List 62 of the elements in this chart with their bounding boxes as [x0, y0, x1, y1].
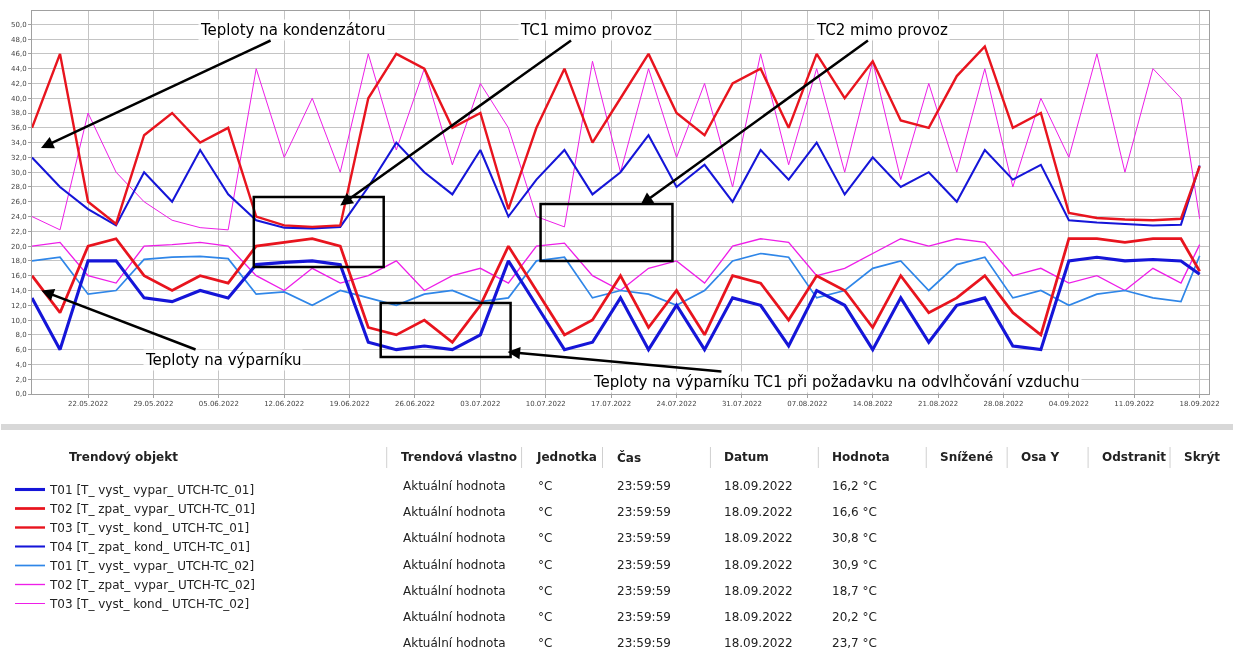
- annotation: Teploty na kondenzátoru: [200, 21, 386, 39]
- text: Jednotka: [536, 450, 597, 464]
- annotation: TC2 mimo provoz: [816, 21, 948, 39]
- text: 23:59:59: [617, 610, 671, 624]
- legend-label: T03 [T_ vyst_ kond_ UTCH-TC_02]: [49, 597, 250, 612]
- text: Čas: [617, 450, 642, 465]
- text: 20,2 °C: [832, 610, 877, 624]
- text: °C: [538, 558, 553, 572]
- text: Hodnota: [832, 450, 890, 464]
- text: 16,2 °C: [832, 479, 877, 493]
- text: Trendový objekt: [69, 450, 179, 464]
- line-series: [32, 255, 1202, 352]
- legend-label: T02 [T_ zpat_ vypar_ UTCH-TC_01]: [49, 502, 255, 517]
- text: Aktuální hodnota: [403, 584, 506, 598]
- text: °C: [538, 505, 553, 519]
- text: 18.09.2022: [724, 479, 793, 493]
- text: Aktuální hodnota: [403, 505, 506, 519]
- text: 23:59:59: [617, 531, 671, 545]
- legend-label: T02 [T_ zpat_ vypar_ UTCH-TC_02]: [49, 578, 255, 593]
- text: °C: [538, 531, 553, 545]
- line-series: [32, 134, 1201, 230]
- text: Aktuální hodnota: [403, 610, 506, 624]
- text: °C: [538, 479, 553, 493]
- legend-label: T04 [T_ zpat_ kond_ UTCH-TC_01]: [49, 540, 250, 555]
- line-series: [32, 252, 1201, 307]
- text: 23:59:59: [617, 636, 671, 650]
- text: Aktuální hodnota: [403, 531, 506, 545]
- text: Odstranit: [1102, 450, 1167, 464]
- legend-label: T01 [T_ vyst_ vypar_ UTCH-TC_02]: [49, 559, 255, 574]
- text: 23:59:59: [617, 558, 671, 572]
- text: 16,6 °C: [832, 505, 877, 519]
- text: Trendová vlastno: [401, 450, 518, 464]
- text: Aktuální hodnota: [403, 636, 506, 650]
- text: 23:59:59: [617, 505, 671, 519]
- text: 18,7 °C: [832, 584, 877, 598]
- annotation: Teploty na výparníku: [145, 351, 302, 369]
- text: 18.09.2022: [724, 558, 793, 572]
- annotation: TC1 mimo provoz: [520, 21, 652, 39]
- text: °C: [538, 584, 553, 598]
- text: 23:59:59: [617, 584, 671, 598]
- text: °C: [538, 636, 553, 650]
- line-series: [32, 238, 1201, 292]
- text: Skrýt: [1184, 450, 1221, 464]
- legend-label: T03 [T_ vyst_ kond_ UTCH-TC_01]: [49, 521, 250, 536]
- legend-label: T01 [T_ vyst_ vypar_ UTCH-TC_01]: [49, 483, 255, 498]
- line-series: [32, 237, 1202, 344]
- text: 18.09.2022: [724, 505, 793, 519]
- text: Datum: [724, 450, 769, 464]
- text: 18.09.2022: [724, 531, 793, 545]
- text: 30,8 °C: [832, 531, 877, 545]
- annotation: Teploty na výparníku TC1 při požadavku na odvlhčování vzduchu: [593, 373, 1080, 391]
- text: 18.09.2022: [724, 610, 793, 624]
- text: 23,7 °C: [832, 636, 877, 650]
- text: Aktuální hodnota: [403, 558, 506, 572]
- text: 18.09.2022: [724, 584, 793, 598]
- text: 18.09.2022: [724, 636, 793, 650]
- text: 30,9 °C: [832, 558, 877, 572]
- text: °C: [538, 610, 553, 624]
- text: 23:59:59: [617, 479, 671, 493]
- text: Snížené: [940, 450, 994, 464]
- text: Osa Y: [1021, 450, 1060, 464]
- text: Aktuální hodnota: [403, 479, 506, 493]
